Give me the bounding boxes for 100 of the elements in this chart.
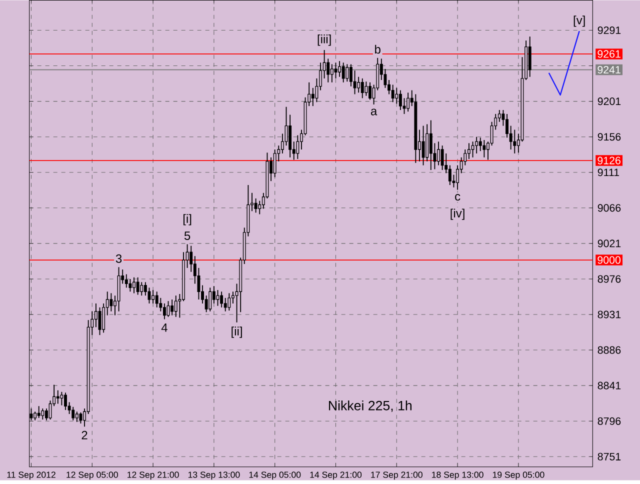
annotation: b (375, 44, 380, 54)
annotation: [iii] (318, 34, 331, 46)
candlestick (273, 149, 276, 178)
candlestick (402, 98, 406, 114)
y-tick-label: 9111 (598, 168, 620, 176)
candlestick (338, 60, 342, 78)
candlestick (41, 408, 44, 420)
annotation: [iv] (450, 208, 464, 220)
candlestick (94, 302, 98, 328)
candlestick (330, 64, 334, 83)
candlestick (360, 78, 364, 99)
candlestick (398, 90, 402, 110)
annotation: [i] (183, 214, 192, 226)
annotation: [v] (574, 16, 585, 27)
candlestick (448, 164, 452, 186)
y-tick-label: 8751 (598, 452, 621, 460)
candlestick (155, 291, 158, 308)
candlestick (528, 36, 532, 78)
candlestick (258, 200, 262, 215)
candlestick (170, 299, 174, 316)
ref-line-label: 9241 (598, 66, 620, 74)
candlestick (440, 145, 444, 170)
candlestick (216, 290, 220, 306)
annotation: a (370, 108, 378, 116)
y-tick-label: 8931 (598, 310, 621, 318)
candlestick (124, 274, 128, 288)
y-tick-label: 8796 (598, 417, 621, 425)
candlestick (334, 62, 338, 79)
candlestick (513, 129, 516, 154)
y-tick-label: 8976 (598, 275, 621, 283)
candlestick (467, 142, 470, 160)
candlestick (110, 292, 113, 312)
candlestick (482, 140, 486, 158)
annotation: 4 (161, 324, 168, 332)
candlestick (60, 391, 64, 406)
y-tick-label: 9156 (598, 133, 621, 141)
candlestick (296, 134, 300, 160)
candlestick (456, 164, 460, 190)
candlestick (44, 408, 48, 421)
candlestick (204, 295, 208, 313)
candlestick (422, 125, 425, 166)
text: Nikkei 225, 1h (328, 400, 412, 412)
candlestick (368, 82, 372, 100)
x-tick-label: 14 Sep 21:00 (310, 472, 362, 480)
candlestick (102, 302, 106, 334)
candlestick (162, 302, 166, 320)
annotation: 3 (116, 254, 122, 263)
candlestick (64, 392, 67, 411)
x-tick-label: 12 Sep 21:00 (128, 472, 179, 480)
x-tick-label: 11 Sep 2012 (7, 472, 56, 480)
candlestick (75, 411, 78, 422)
x-tick-label: 13 Sep 13:00 (188, 472, 240, 480)
candlestick (144, 282, 147, 296)
y-tick-label: 9066 (598, 204, 621, 212)
candlestick (152, 290, 155, 304)
candlestick (429, 120, 432, 170)
candlestick (224, 297, 227, 312)
candlestick (37, 406, 40, 418)
y-tick-label: 9291 (598, 26, 621, 34)
candlestick (220, 291, 224, 308)
y-tick-label: 9201 (598, 98, 621, 106)
candlestick (346, 64, 349, 82)
candlestick (395, 87, 398, 104)
candlestick (208, 287, 212, 312)
candlestick (228, 292, 231, 312)
ref-line-label: 9000 (598, 256, 621, 264)
candlestick (437, 141, 440, 166)
candlestick (342, 62, 345, 83)
candlestick (426, 124, 429, 162)
y-tick-label: 8841 (598, 382, 621, 390)
candlestick (132, 276, 136, 294)
x-tick-label: 14 Sep 05:00 (249, 472, 301, 480)
candlestick (471, 141, 474, 158)
y-tick-label: 9021 (598, 240, 621, 248)
candlestick (406, 92, 410, 112)
candlestick (254, 198, 258, 214)
candlestick (506, 113, 508, 138)
x-tick-label: 18 Sep 13:00 (432, 472, 484, 480)
y-tick-label: 8886 (598, 346, 621, 354)
candlestick (72, 406, 75, 421)
ref-line-label: 9126 (598, 156, 620, 164)
candlestick (190, 245, 193, 272)
candlestick (231, 291, 234, 304)
annotation: 5 (184, 232, 190, 240)
x-tick-label: 17 Sep 21:00 (371, 472, 422, 480)
candlestick (364, 81, 368, 96)
annotation: 2 (82, 430, 88, 440)
candlestick (174, 295, 178, 318)
candlestick (357, 76, 360, 94)
candlestick (391, 84, 394, 103)
candlestick (475, 136, 478, 154)
candlestick (136, 276, 140, 296)
candlestick (56, 390, 60, 404)
ref-line-label: 9261 (598, 50, 620, 58)
candlestick (140, 282, 144, 296)
candlestick (498, 110, 501, 122)
candlestick (349, 64, 352, 87)
x-tick-label: 19 Sep 05:00 (492, 472, 544, 480)
candlestick (311, 87, 314, 107)
x-tick-label: 12 Sep 05:00 (66, 472, 118, 480)
